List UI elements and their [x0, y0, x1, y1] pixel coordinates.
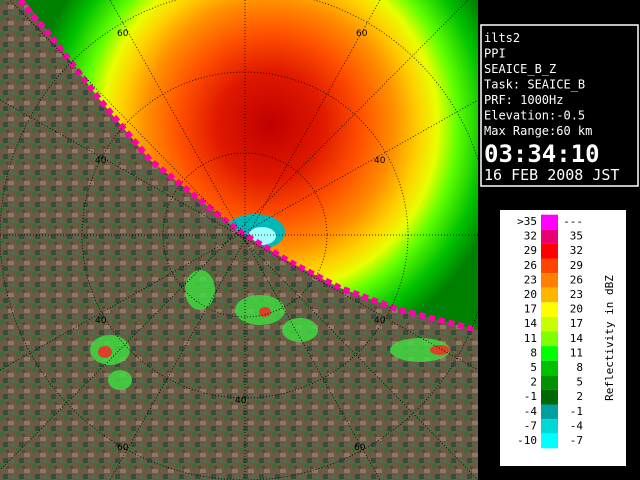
- legend-low: 11: [524, 332, 537, 345]
- legend-low: -7: [524, 419, 537, 432]
- info-line: PRF: 1000Hz: [484, 93, 563, 107]
- info-line: PPI: [484, 47, 506, 61]
- range-grid: [0, 0, 490, 480]
- legend-high: 32: [570, 244, 583, 257]
- land-echoes: [90, 270, 450, 390]
- legend-high: -4: [570, 419, 584, 432]
- range-label: 40: [95, 156, 107, 166]
- color-swatch: [541, 243, 558, 259]
- range-label: 60: [356, 29, 368, 39]
- color-swatch: [541, 375, 558, 390]
- legend-high: 26: [570, 273, 583, 286]
- color-swatch: [541, 419, 558, 434]
- legend-low: 29: [524, 244, 537, 257]
- legend-low: 8: [530, 346, 537, 359]
- radar-image: 60 60 40 40 40 40 40 60 60: [0, 0, 490, 480]
- color-swatch: [541, 404, 558, 420]
- range-label: 60: [117, 443, 129, 453]
- color-swatch: [541, 214, 558, 230]
- legend-high: 17: [570, 317, 583, 330]
- info-line: Task: SEAICE_B: [484, 78, 585, 92]
- legend-high: 5: [576, 376, 583, 389]
- legend-high: 20: [570, 303, 583, 316]
- legend-low: -10: [517, 434, 537, 447]
- legend-high: -7: [570, 434, 583, 447]
- near-echo-core: [248, 227, 276, 245]
- legend-high: 11: [570, 346, 583, 359]
- color-swatch: [541, 287, 558, 303]
- color-swatch: [541, 346, 558, 361]
- legend-high: 2: [576, 390, 583, 403]
- legend-high: 35: [570, 230, 583, 243]
- color-swatch: [541, 433, 558, 449]
- range-label: 40: [374, 316, 386, 326]
- legend-high: 29: [570, 259, 583, 272]
- legend-high: ---: [563, 215, 583, 228]
- legend-title: Reflectivity in dBZ: [603, 275, 616, 401]
- info-line: Elevation:-0.5: [484, 109, 585, 123]
- range-label: 40: [95, 316, 107, 326]
- range-label: 40: [374, 156, 386, 166]
- legend-low: >35: [517, 215, 537, 228]
- legend-low: 32: [524, 230, 537, 243]
- legend-low: -4: [524, 405, 538, 418]
- legend-low: 23: [524, 273, 537, 286]
- time: 03:34:10: [484, 140, 600, 168]
- legend-high: -1: [570, 405, 583, 418]
- legend-low: 20: [524, 288, 537, 301]
- legend-low: 14: [524, 317, 538, 330]
- date: 16 FEB 2008 JST: [484, 166, 619, 184]
- range-label: 40: [235, 396, 247, 406]
- legend-low: 5: [530, 361, 537, 374]
- color-swatch: [541, 229, 558, 244]
- info-line: ilts2: [484, 31, 520, 45]
- color-swatch: [541, 389, 558, 405]
- info-panel: [480, 24, 639, 187]
- legend-high: 14: [570, 332, 584, 345]
- land-strong-echoes: [98, 307, 450, 358]
- legend-box: [500, 210, 626, 466]
- color-swatch: [541, 273, 558, 288]
- info-line: SEAICE_B_Z: [484, 62, 556, 76]
- legend-high: 8: [576, 361, 583, 374]
- legend-low: 17: [524, 303, 537, 316]
- color-swatch: [541, 258, 558, 274]
- color-swatch: [541, 360, 558, 376]
- legend-high: 23: [570, 288, 583, 301]
- info-line: Max Range:60 km: [484, 124, 592, 138]
- range-label: 60: [117, 29, 129, 39]
- range-label: 60: [354, 443, 366, 453]
- color-swatch: [541, 316, 558, 332]
- legend-low: -1: [524, 390, 537, 403]
- color-swatch: [541, 331, 558, 347]
- legend-low: 26: [524, 259, 537, 272]
- legend-low: 2: [530, 376, 537, 389]
- color-swatch: [541, 302, 558, 317]
